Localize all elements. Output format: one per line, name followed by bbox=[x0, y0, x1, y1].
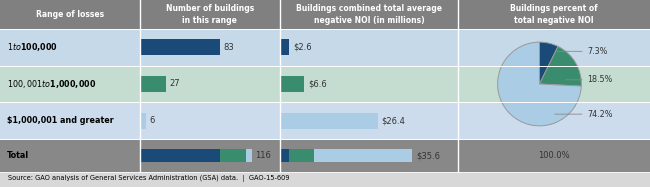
Text: 74.2%: 74.2% bbox=[555, 110, 613, 119]
Text: $35.6: $35.6 bbox=[416, 151, 440, 160]
Text: Source: GAO analysis of General Services Administration (GSA) data.  |  GAO-15-6: Source: GAO analysis of General Services… bbox=[8, 175, 289, 182]
Text: 7.3%: 7.3% bbox=[557, 47, 608, 56]
Text: $26.4: $26.4 bbox=[382, 116, 406, 125]
Text: Range of losses: Range of losses bbox=[36, 10, 104, 19]
Text: $1,000,001 and greater: $1,000,001 and greater bbox=[7, 116, 114, 125]
Text: 83: 83 bbox=[223, 43, 234, 52]
Text: 116: 116 bbox=[255, 151, 271, 160]
Text: Buildings percent of
total negative NOI: Buildings percent of total negative NOI bbox=[510, 4, 598, 25]
Wedge shape bbox=[498, 42, 581, 126]
Bar bbox=[280, 39, 289, 55]
Bar bbox=[140, 113, 146, 129]
Bar bbox=[246, 149, 252, 162]
Text: 6: 6 bbox=[149, 116, 154, 125]
Bar bbox=[140, 149, 220, 162]
Text: $2.6: $2.6 bbox=[293, 43, 312, 52]
Text: Buildings combined total average
negative NOI (in millions): Buildings combined total average negativ… bbox=[296, 4, 442, 25]
Bar bbox=[289, 149, 314, 162]
Bar bbox=[280, 76, 304, 92]
Wedge shape bbox=[540, 46, 581, 86]
Bar bbox=[140, 39, 220, 55]
Text: 18.5%: 18.5% bbox=[566, 75, 613, 84]
Bar bbox=[140, 76, 166, 92]
Text: 27: 27 bbox=[169, 79, 180, 88]
Wedge shape bbox=[540, 42, 558, 84]
Bar bbox=[280, 113, 378, 129]
Text: Total: Total bbox=[7, 151, 29, 160]
Bar bbox=[280, 149, 289, 162]
Text: $1 to $100,000: $1 to $100,000 bbox=[7, 41, 58, 53]
Bar bbox=[314, 149, 412, 162]
Text: $100,001 to $1,000,000: $100,001 to $1,000,000 bbox=[7, 78, 96, 90]
Text: 100.0%: 100.0% bbox=[538, 151, 570, 160]
Text: $6.6: $6.6 bbox=[308, 79, 327, 88]
Bar bbox=[220, 149, 246, 162]
Text: Number of buildings
in this range: Number of buildings in this range bbox=[166, 4, 254, 25]
